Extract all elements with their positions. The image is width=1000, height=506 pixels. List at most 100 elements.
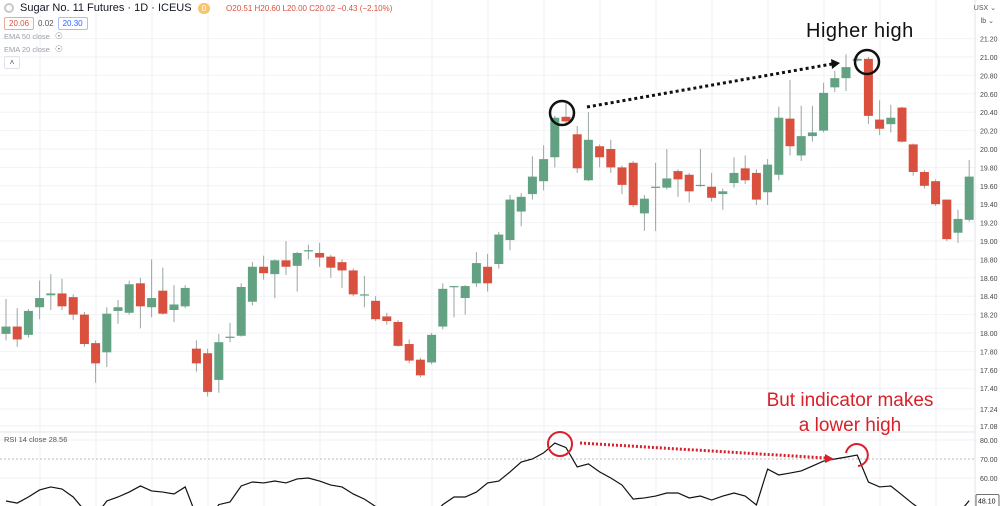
- candle-body: [91, 343, 101, 364]
- price-tick-label: 17.24: [980, 407, 998, 414]
- candle: [964, 160, 974, 222]
- candle-body: [12, 326, 22, 340]
- sell-price-button[interactable]: 20.06: [4, 17, 35, 30]
- candle: [606, 139, 616, 173]
- candle: [1, 298, 11, 341]
- price-tick-label: 19.00: [980, 239, 998, 246]
- candle-body: [68, 297, 78, 315]
- candle-body: [135, 283, 145, 307]
- candle-body: [471, 263, 481, 284]
- currency-select[interactable]: USX ⌄: [973, 5, 996, 12]
- candle: [785, 80, 795, 156]
- candle-body: [449, 286, 459, 288]
- candle-body: [527, 176, 537, 195]
- price-tick-label: 18.00: [980, 331, 998, 338]
- price-tick-label: 20.20: [980, 129, 998, 136]
- candle-body: [953, 218, 963, 233]
- indicator-ema-50[interactable]: EMA 50 close ☉: [4, 31, 63, 42]
- candle: [763, 159, 773, 206]
- candle: [583, 112, 593, 182]
- candle: [46, 274, 56, 310]
- collapse-legend-button[interactable]: ˄: [4, 56, 20, 69]
- candle-body: [494, 234, 504, 264]
- lower-high-line-1: But indicator makes: [766, 390, 934, 411]
- candle-body: [415, 359, 425, 376]
- candle-body: [740, 168, 750, 181]
- chevron-up-icon: ˄: [9, 58, 15, 67]
- candle: [931, 179, 941, 207]
- chart-legend: Sugar No. 11 Futures · 1D · ICEUS 0 O20.…: [4, 2, 392, 14]
- candle: [639, 195, 649, 231]
- candle: [427, 333, 437, 365]
- candle-body: [662, 178, 672, 188]
- candle: [281, 241, 291, 276]
- candle-body: [628, 162, 638, 206]
- candle: [79, 311, 89, 347]
- candle-body: [561, 116, 571, 122]
- price-tick-label: 17.60: [980, 368, 998, 375]
- candle: [595, 144, 605, 168]
- indicator-label: EMA 20 close: [4, 45, 50, 54]
- candle: [23, 309, 33, 338]
- price-tick-label: 17.08: [980, 424, 998, 431]
- candle: [303, 244, 313, 260]
- price-tick-label: 18.40: [980, 294, 998, 301]
- indicator-ema-20[interactable]: EMA 20 close ☉: [4, 44, 63, 55]
- candle: [841, 54, 851, 92]
- candle: [135, 277, 145, 329]
- candle: [35, 280, 45, 320]
- candle-body: [102, 313, 112, 353]
- candle-body: [292, 252, 302, 266]
- candle: [404, 339, 414, 364]
- candle: [628, 160, 638, 207]
- candle-body: [875, 119, 885, 129]
- candle: [236, 283, 246, 337]
- candle-body: [180, 287, 190, 307]
- candle-body: [247, 266, 257, 302]
- candle: [91, 340, 101, 383]
- rsi-line: [5, 442, 970, 506]
- candle: [471, 252, 481, 287]
- eye-hidden-icon[interactable]: ☉: [54, 44, 63, 54]
- ohlc-values: O20.51 H20.60 L20.00 C20.02 −0.43 (−2.10…: [226, 3, 393, 13]
- candle: [315, 242, 325, 267]
- candle: [270, 259, 280, 299]
- candle-body: [371, 300, 381, 320]
- candle: [12, 308, 22, 347]
- candle-body: [673, 171, 683, 180]
- candle-body: [505, 199, 515, 241]
- price-tick-label: 19.80: [980, 165, 998, 172]
- higher-high-label: Higher high: [806, 20, 914, 42]
- rsi-last-value: 48.10: [978, 499, 996, 506]
- eye-hidden-icon[interactable]: ☉: [54, 31, 63, 41]
- candle-body: [191, 348, 201, 364]
- candle: [113, 299, 123, 324]
- alert-badge[interactable]: 0: [197, 2, 211, 14]
- candle: [326, 254, 336, 278]
- rsi-value: 28.56: [48, 435, 68, 444]
- unit-select[interactable]: lb ⌄: [980, 18, 994, 25]
- candle-body: [919, 172, 929, 186]
- candle-body: [841, 67, 851, 79]
- candle-body: [147, 298, 157, 308]
- candle: [561, 103, 571, 126]
- candle-body: [359, 294, 369, 296]
- candle-body: [46, 293, 56, 296]
- price-tick-label: 20.60: [980, 92, 998, 99]
- rsi-tick-label: 80.00: [980, 438, 998, 445]
- price-axis[interactable]: 21.20 21.00 20.80 20.60 20.40 20.20 20.00 19.80…: [974, 0, 1000, 506]
- lower-high-label: But indicator makes a lower high: [735, 388, 965, 438]
- candle-body: [404, 344, 414, 361]
- candle: [371, 296, 381, 322]
- indicator-label: EMA 50 close: [4, 32, 50, 41]
- candle: [147, 259, 157, 318]
- candle: [214, 333, 224, 393]
- price-tick-label: 21.20: [980, 37, 998, 44]
- candle: [169, 285, 179, 322]
- candle-body: [23, 310, 33, 335]
- symbol-title[interactable]: Sugar No. 11 Futures · 1D · ICEUS: [20, 2, 192, 14]
- candle: [774, 106, 784, 181]
- candle-body: [550, 117, 560, 158]
- buy-price-button[interactable]: 20.30: [57, 17, 88, 30]
